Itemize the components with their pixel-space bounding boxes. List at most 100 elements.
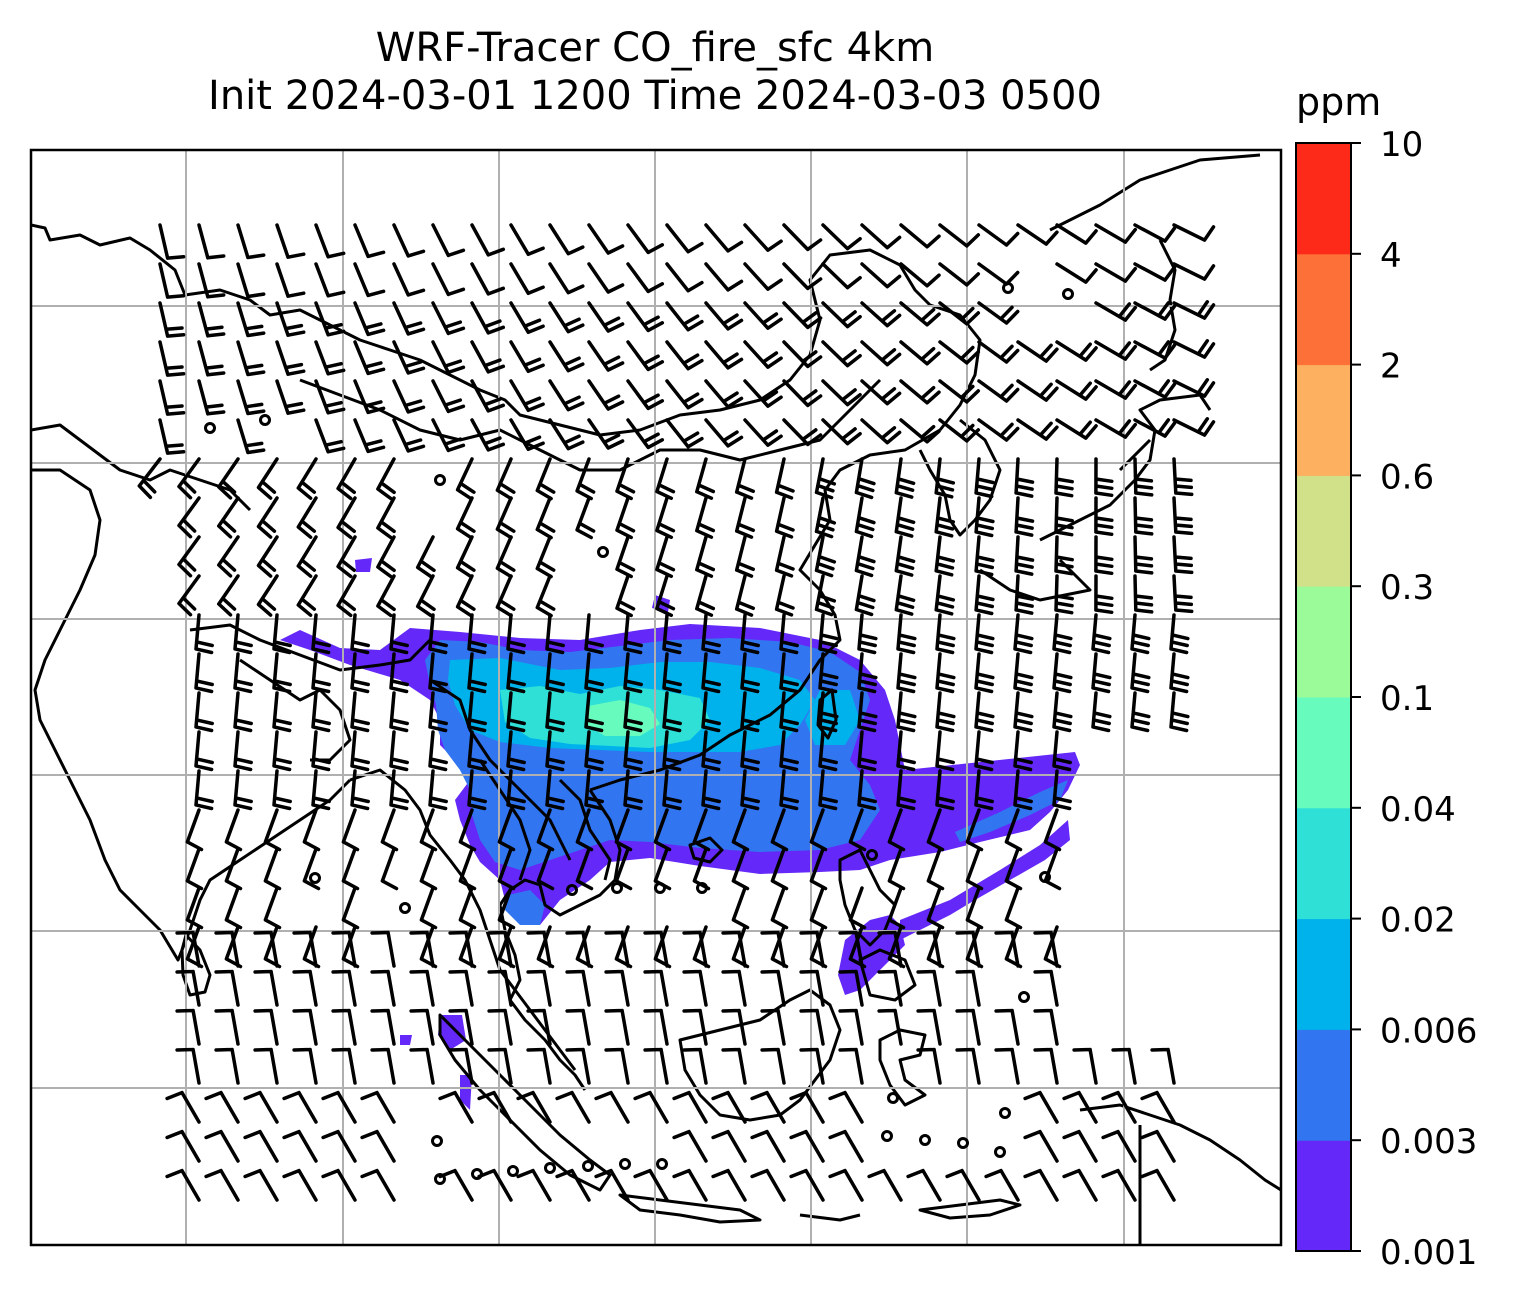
wind-barb: [704, 340, 744, 370]
wind-barb: [760, 930, 786, 968]
wind-barb: [516, 1090, 552, 1124]
wind-barb: [1033, 1008, 1059, 1046]
wind-barb: [477, 1090, 513, 1124]
wind-barb: [814, 535, 837, 578]
colorbar-segment-6: [1296, 475, 1351, 587]
wind-barb: [272, 613, 292, 655]
wind-barb: [854, 574, 876, 617]
wind-barb: [672, 1129, 708, 1163]
wind-barb: [448, 930, 474, 968]
wind-barb: [314, 223, 346, 259]
wind-barb: [760, 969, 786, 1007]
wind-barb: [545, 613, 565, 655]
wind-barb: [665, 340, 704, 371]
wind-barb: [311, 730, 331, 772]
wind-barb: [256, 574, 279, 617]
wind-barb: [779, 652, 799, 694]
wind-barb: [899, 262, 941, 288]
wind-barb: [935, 652, 956, 694]
wind-barb: [1054, 457, 1074, 498]
wind-barb: [158, 340, 186, 377]
wind-barb: [236, 379, 266, 416]
wind-barb-calm: [611, 882, 623, 894]
wind-barb: [838, 1008, 864, 1046]
wind-barb: [158, 418, 186, 455]
wind-barb: [389, 769, 409, 811]
wind-barb: [477, 1168, 513, 1202]
wind-barb: [1091, 691, 1112, 733]
colorbar-unit-label: ppm: [1296, 80, 1382, 124]
wind-barb: [1172, 339, 1216, 359]
wind-barb: [743, 340, 783, 369]
wind-barb: [370, 1047, 396, 1085]
colorbar-tick-label: 0.3: [1380, 568, 1434, 608]
wind-barb: [217, 457, 240, 500]
wind-barb: [1072, 1047, 1098, 1085]
wind-barb: [509, 379, 545, 413]
wind-barb: [782, 262, 823, 291]
wind-barb: [194, 691, 214, 733]
wind-barb: [760, 1008, 786, 1046]
wind-barb: [370, 969, 396, 1007]
wind-barb: [1133, 223, 1177, 243]
wind-barb: [548, 379, 585, 412]
wind-barb: [392, 379, 426, 414]
wind-barb: [734, 574, 755, 617]
colorbar-tick-label: 0.006: [1380, 1011, 1477, 1051]
wind-barb: [197, 379, 226, 416]
wind-barb: [448, 969, 474, 1007]
wind-barb: [896, 730, 916, 772]
wind-barb: [331, 969, 357, 1007]
wind-barb: [243, 1090, 279, 1124]
wind-barb: [353, 418, 386, 454]
wind-barb: [760, 1047, 786, 1085]
wind-barb: [175, 1008, 201, 1046]
wind-barb: [934, 574, 956, 616]
wind-barb: [565, 1008, 591, 1046]
wind-barb-calm: [582, 1160, 594, 1172]
wind-barb: [614, 847, 633, 891]
wind-barb: [782, 301, 823, 330]
wind-barb: [487, 930, 513, 968]
wind-barb: [877, 930, 903, 968]
wind-barb: [821, 262, 862, 290]
wind-barb: [974, 574, 995, 616]
wind-barb: [655, 457, 676, 501]
colorbar-segment-2: [1296, 918, 1351, 1030]
coast-china-east: [589, 428, 941, 792]
wind-barb-calm: [881, 1130, 893, 1142]
wind-barb: [984, 1168, 1020, 1202]
wind-barb: [1016, 223, 1059, 246]
wind-barb: [704, 418, 744, 448]
wind-barb: [584, 652, 604, 694]
wind-barb: [1172, 262, 1216, 281]
wind-barb: [506, 691, 526, 733]
wind-barb: [1023, 1168, 1059, 1202]
wind-barb: [854, 496, 876, 539]
wind-barb: [779, 691, 799, 733]
wind-barb: [704, 262, 744, 292]
wind-barb: [899, 340, 941, 366]
wind-barb: [945, 1168, 981, 1202]
wind-barb: [175, 930, 201, 968]
wind-barb: [431, 223, 466, 258]
wind-barb: [665, 379, 704, 410]
wind-barb: [633, 1168, 669, 1202]
wind-barb: [415, 574, 436, 618]
wind-barb: [721, 1047, 747, 1085]
wind-barb: [626, 418, 665, 450]
wind-barb: [197, 340, 226, 377]
wind-barb: [584, 730, 604, 772]
wind-barb: [1094, 496, 1114, 537]
colorbar-tick-label: 10: [1380, 125, 1423, 165]
wind-barb: [1013, 613, 1034, 655]
wind-barb: [217, 496, 240, 539]
wind-barb: [935, 769, 955, 811]
wind-barb: [1094, 262, 1138, 283]
wind-barb: [470, 223, 506, 257]
wind-barb: [575, 496, 596, 540]
wind-barb: [994, 1047, 1020, 1085]
wind-barb: [236, 340, 266, 377]
wind-barb: [236, 418, 266, 455]
